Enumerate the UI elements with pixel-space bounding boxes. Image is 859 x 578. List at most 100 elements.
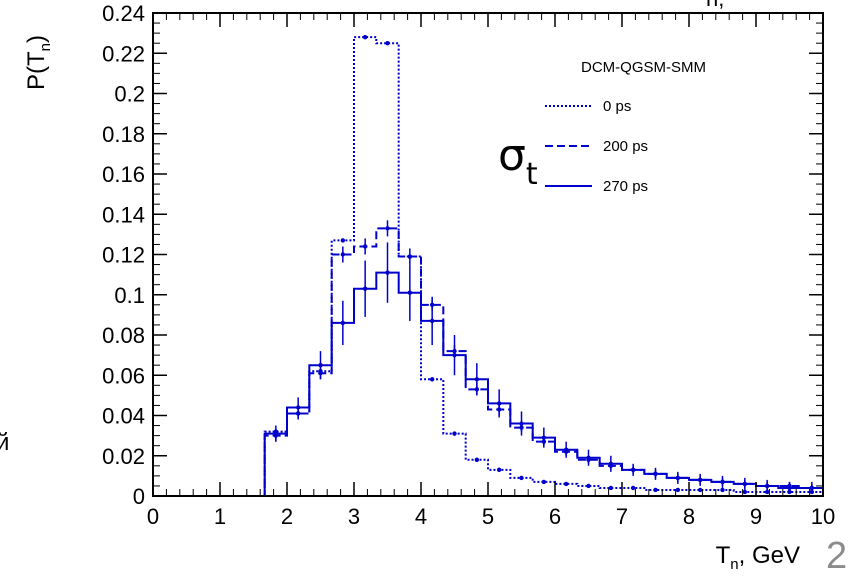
x-tick-label: 0 xyxy=(147,504,159,529)
data-point xyxy=(787,485,792,491)
x-tick-label: 10 xyxy=(811,504,835,529)
x-tick-label: 1 xyxy=(214,504,226,529)
data-point xyxy=(362,34,368,40)
x-tick-label: 3 xyxy=(348,504,360,529)
left-edge-glyph: й xyxy=(0,429,9,456)
top-right-fragment: n, xyxy=(706,0,724,11)
series-layer xyxy=(153,34,823,497)
data-point xyxy=(496,401,502,406)
data-point xyxy=(452,352,457,358)
plot-frame xyxy=(152,12,824,497)
data-point xyxy=(653,471,658,477)
data-point xyxy=(295,405,301,410)
data-point xyxy=(407,254,413,259)
legend-label: 0 ps xyxy=(603,98,631,115)
data-point xyxy=(385,40,390,46)
y-axis-title: P(Tn) xyxy=(23,35,54,90)
y-tick-label: 0.16 xyxy=(102,162,145,187)
series-270-ps xyxy=(153,242,823,497)
sigma-symbol: σ xyxy=(498,130,526,181)
data-point xyxy=(362,244,368,249)
series-200-ps xyxy=(153,220,823,497)
data-point xyxy=(541,479,547,485)
data-point xyxy=(563,447,569,452)
series-0-ps xyxy=(153,34,823,497)
data-point xyxy=(720,479,725,485)
y-tick-label: 0.2 xyxy=(114,82,145,107)
data-point xyxy=(742,481,748,487)
sigma-subscript: t xyxy=(526,157,538,192)
data-point xyxy=(630,485,636,491)
y-tick-label: 0.04 xyxy=(102,404,145,429)
x-tick-label: 2 xyxy=(281,504,293,529)
legend-label: 270 ps xyxy=(603,178,648,195)
data-point xyxy=(362,286,368,291)
x-axis-title-sub: n xyxy=(730,556,738,573)
data-point xyxy=(474,457,480,462)
y-axis-title-prefix: P(T xyxy=(23,51,50,90)
y-tick-label: 0.12 xyxy=(102,243,145,268)
series-step-line xyxy=(153,36,823,497)
data-point xyxy=(385,270,390,275)
data-point xyxy=(385,226,390,231)
x-axis-title: Tn, GeV xyxy=(716,542,800,573)
y-tick-label: 0.02 xyxy=(102,444,145,469)
x-tick-label: 6 xyxy=(549,504,561,529)
x-axis-title-main: T xyxy=(716,542,731,569)
x-tick-label: 5 xyxy=(482,504,494,529)
x-axis-title-unit: , GeV xyxy=(739,542,800,569)
data-point xyxy=(340,252,346,257)
data-point xyxy=(720,487,725,493)
data-point xyxy=(496,467,502,473)
data-point xyxy=(586,455,591,460)
data-point xyxy=(675,475,681,481)
data-point xyxy=(809,485,815,491)
series-step-line xyxy=(153,227,823,497)
data-point xyxy=(608,485,614,491)
legend-title: DCM-QGSM-SMM xyxy=(581,59,706,76)
data-point xyxy=(452,431,457,436)
data-point xyxy=(340,238,346,243)
slide-number: 2 xyxy=(826,535,847,577)
y-tick-label: 0.06 xyxy=(102,363,145,388)
data-point xyxy=(608,461,614,466)
data-point xyxy=(742,489,748,495)
data-point xyxy=(407,290,413,295)
y-tick-label: 0.08 xyxy=(102,323,145,348)
sigma-annotation: σt xyxy=(498,130,538,192)
legend: DCM-QGSM-SMM 0 ps 200 ps 270 ps xyxy=(545,59,706,195)
data-point xyxy=(519,421,524,426)
x-tick-label: 4 xyxy=(415,504,427,529)
y-tick-label: 0.14 xyxy=(102,202,145,227)
legend-label: 200 ps xyxy=(603,138,648,155)
data-point xyxy=(653,487,658,493)
y-tick-label: 0.22 xyxy=(102,41,145,66)
y-tick-label: 0.1 xyxy=(114,283,145,308)
series-step-line xyxy=(153,271,823,497)
data-point xyxy=(318,362,323,368)
ticks-layer: 0 1 2 3 4 5 6 7 8 9 10 0 0.02 0.04 0.06 0.08 0.1 0.12 0.14… xyxy=(102,1,835,529)
data-point xyxy=(519,475,524,481)
x-tick-label: 8 xyxy=(683,504,695,529)
x-tick-label: 9 xyxy=(750,504,762,529)
axes-layer xyxy=(152,12,824,497)
y-tick-label: 0.18 xyxy=(102,122,145,147)
data-point xyxy=(340,320,346,326)
data-point xyxy=(675,487,681,493)
data-point xyxy=(474,377,480,382)
data-point xyxy=(697,487,703,493)
data-point xyxy=(429,318,435,324)
x-tick-label: 7 xyxy=(616,504,628,529)
data-point xyxy=(541,435,547,440)
data-point xyxy=(697,477,703,483)
data-point xyxy=(764,483,770,489)
y-tick-label: 0.24 xyxy=(102,1,145,26)
y-axis-title-sub: n xyxy=(37,43,54,51)
data-point xyxy=(630,467,636,473)
y-axis-title-suffix: ) xyxy=(23,35,50,43)
data-point xyxy=(273,431,279,436)
data-point xyxy=(429,377,435,382)
y-tick-label: 0 xyxy=(133,484,145,509)
data-point xyxy=(586,483,591,489)
